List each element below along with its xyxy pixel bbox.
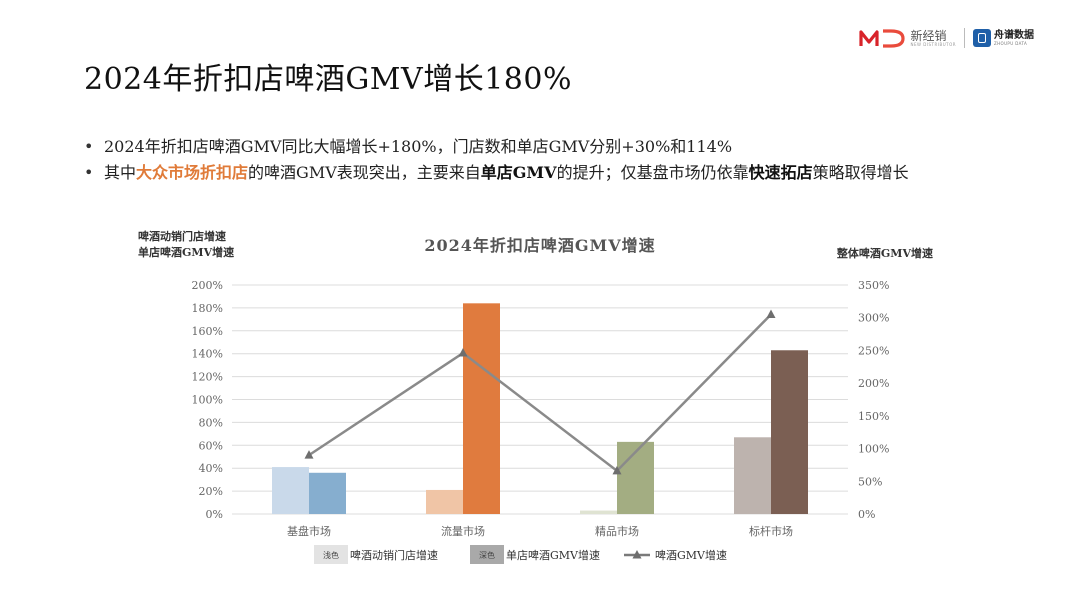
left-tick-label: 100% xyxy=(192,394,223,407)
logo-left-sub: NEW DISTRIBUTOR xyxy=(910,41,956,47)
left-tick-label: 120% xyxy=(192,371,223,384)
bullet-text-segment: 快速拓店 xyxy=(748,163,813,182)
right-tick-label: 150% xyxy=(858,410,889,423)
left-tick-label: 60% xyxy=(199,439,223,452)
left-tick-label: 80% xyxy=(199,416,223,429)
bullet-text-segment: 2024年折扣店啤酒GMV同比大幅增长+180%，门店数和单店GMV分别+30%… xyxy=(104,137,733,156)
gmv-growth-line xyxy=(308,313,772,473)
left-tick-label: 40% xyxy=(199,462,223,475)
legend-swatch xyxy=(470,545,504,564)
right-tick-label: 0% xyxy=(858,508,875,521)
left-tick-label: 20% xyxy=(199,485,223,498)
bar-per-store-gmv xyxy=(771,350,808,514)
bullet-text-segment: 策略取得增长 xyxy=(812,163,909,182)
legend-swatch-label: 浅色 xyxy=(323,550,339,560)
left-tick-label: 160% xyxy=(192,325,223,338)
logo-left-text: 新经销 xyxy=(910,28,947,43)
logo-right-sub: ZHOUPU DATA xyxy=(994,40,1028,46)
left-tick-label: 0% xyxy=(206,508,223,521)
right-axis-note: 整体啤酒GMV增速 xyxy=(836,246,933,260)
legend-label: 单店啤酒GMV增速 xyxy=(506,548,600,562)
right-tick-label: 350% xyxy=(858,279,889,292)
left-axis-ticks: 0% 20% 40% 60% 80% 100% 120% 140% 160% 180% 200% xyxy=(192,279,223,521)
right-tick-label: 50% xyxy=(858,475,882,488)
bar-store-growth xyxy=(426,489,463,514)
bar-store-growth xyxy=(734,437,771,514)
legend-swatch xyxy=(314,545,348,564)
category-labels: 基盘市场 流量市场 精品市场 标杆市场 xyxy=(287,524,793,538)
bar-per-store-gmv xyxy=(463,303,500,514)
left-axis-note-1: 啤酒动销门店增速 xyxy=(138,229,226,243)
right-tick-label: 300% xyxy=(858,312,889,325)
category-label: 标杆市场 xyxy=(749,524,793,538)
chart-line xyxy=(304,309,776,475)
logo-divider xyxy=(964,28,965,48)
chart-bars xyxy=(272,303,808,514)
bullet-item: 2024年折扣店啤酒GMV同比大幅增长+180%，门店数和单店GMV分别+30%… xyxy=(84,134,1014,160)
line-point-marker xyxy=(458,348,468,357)
page-title: 2024年折扣店啤酒GMV增长180% xyxy=(84,62,572,97)
legend-label: 啤酒动销门店增速 xyxy=(350,548,438,562)
line-point-marker xyxy=(612,465,622,475)
bullet-list: 2024年折扣店啤酒GMV同比大幅增长+180%，门店数和单店GMV分别+30%… xyxy=(84,134,1014,186)
legend-line-marker xyxy=(632,550,642,559)
md-logo-icon xyxy=(858,29,905,48)
logo-area: 新经销 NEW DISTRIBUTOR 舟谱数据 ZHOUPU DATA xyxy=(858,28,1034,48)
xinjingxiao-logo: 新经销 NEW DISTRIBUTOR xyxy=(858,28,957,48)
left-tick-label: 140% xyxy=(192,348,223,361)
legend-label: 啤酒GMV增速 xyxy=(655,548,727,562)
bullet-item: 其中大众市场折扣店的啤酒GMV表现突出，主要来自单店GMV的提升；仅基盘市场仍依… xyxy=(84,160,1014,186)
line-point-marker xyxy=(304,450,314,459)
right-tick-label: 100% xyxy=(858,443,889,456)
legend-swatch-label: 深色 xyxy=(479,550,495,560)
bullet-text-segment: 大众市场折扣店 xyxy=(136,163,249,182)
category-label: 精品市场 xyxy=(595,524,639,538)
zhoupu-badge-icon xyxy=(973,29,991,47)
right-tick-label: 200% xyxy=(858,377,889,390)
bar-store-growth xyxy=(272,467,309,514)
chart-legend: 浅色 啤酒动销门店增速 深色 单店啤酒GMV增速 啤酒GMV增速 xyxy=(314,545,727,564)
right-tick-label: 250% xyxy=(858,344,889,357)
bullet-text-segment: 其中 xyxy=(104,163,137,182)
left-tick-label: 180% xyxy=(192,302,223,315)
bar-per-store-gmv xyxy=(617,441,654,514)
zhoupu-logo: 舟谱数据 ZHOUPU DATA xyxy=(973,29,1034,47)
category-label: 流量市场 xyxy=(441,524,485,538)
bullet-text-segment: 的啤酒GMV表现突出，主要来自 xyxy=(248,163,481,182)
left-axis-note-2: 单店啤酒GMV增速 xyxy=(138,245,234,259)
bullet-text-segment: 单店GMV xyxy=(480,163,557,182)
left-tick-label: 200% xyxy=(192,279,223,292)
logo-right-text: 舟谱数据 xyxy=(994,29,1034,41)
bar-store-growth xyxy=(580,510,617,514)
category-label: 基盘市场 xyxy=(287,524,331,538)
chart-title: 2024年折扣店啤酒GMV增速 xyxy=(424,236,655,255)
right-axis-ticks: 0% 50% 100% 150% 200% 250% 300% 350% xyxy=(858,279,889,521)
bullet-text-segment: 的提升；仅基盘市场仍依靠 xyxy=(556,163,749,182)
bar-per-store-gmv xyxy=(309,472,346,514)
line-point-marker xyxy=(766,309,776,318)
